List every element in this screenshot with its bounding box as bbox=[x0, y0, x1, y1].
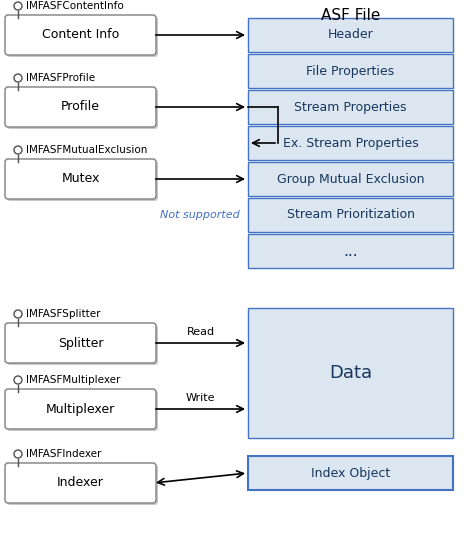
FancyBboxPatch shape bbox=[248, 162, 453, 196]
Text: Stream Prioritization: Stream Prioritization bbox=[286, 209, 414, 222]
Text: Indexer: Indexer bbox=[57, 477, 104, 489]
Circle shape bbox=[14, 310, 22, 318]
Circle shape bbox=[14, 450, 22, 458]
FancyBboxPatch shape bbox=[7, 465, 158, 505]
Circle shape bbox=[14, 376, 22, 384]
FancyBboxPatch shape bbox=[248, 54, 453, 88]
FancyBboxPatch shape bbox=[248, 90, 453, 124]
Text: ASF File: ASF File bbox=[321, 8, 380, 23]
Text: Ex. Stream Properties: Ex. Stream Properties bbox=[283, 136, 418, 149]
FancyBboxPatch shape bbox=[248, 456, 453, 490]
FancyBboxPatch shape bbox=[5, 463, 156, 503]
Text: Splitter: Splitter bbox=[58, 337, 103, 350]
FancyBboxPatch shape bbox=[248, 18, 453, 52]
Text: Stream Properties: Stream Properties bbox=[294, 100, 407, 113]
FancyBboxPatch shape bbox=[248, 198, 453, 232]
Text: Content Info: Content Info bbox=[42, 28, 119, 41]
FancyBboxPatch shape bbox=[5, 87, 156, 127]
Circle shape bbox=[14, 2, 22, 10]
FancyBboxPatch shape bbox=[7, 161, 158, 201]
FancyBboxPatch shape bbox=[5, 323, 156, 363]
Text: File Properties: File Properties bbox=[306, 65, 395, 78]
Text: Read: Read bbox=[186, 327, 214, 337]
Text: IMFASFMutualExclusion: IMFASFMutualExclusion bbox=[26, 145, 147, 155]
Text: IMFASFProfile: IMFASFProfile bbox=[26, 73, 95, 83]
Text: Group Mutual Exclusion: Group Mutual Exclusion bbox=[277, 173, 424, 186]
FancyBboxPatch shape bbox=[248, 308, 453, 438]
Text: Not supported: Not supported bbox=[160, 210, 240, 220]
Text: Multiplexer: Multiplexer bbox=[46, 402, 115, 415]
Circle shape bbox=[14, 74, 22, 82]
Text: Profile: Profile bbox=[61, 100, 100, 113]
FancyBboxPatch shape bbox=[7, 17, 158, 57]
Text: Index Object: Index Object bbox=[311, 466, 390, 479]
Text: IMFASFContentInfo: IMFASFContentInfo bbox=[26, 1, 124, 11]
Text: IMFASFIndexer: IMFASFIndexer bbox=[26, 449, 101, 459]
Text: IMFASFSplitter: IMFASFSplitter bbox=[26, 309, 100, 319]
FancyBboxPatch shape bbox=[5, 15, 156, 55]
Text: Write: Write bbox=[186, 393, 215, 403]
FancyBboxPatch shape bbox=[7, 325, 158, 365]
FancyBboxPatch shape bbox=[248, 234, 453, 268]
Text: ...: ... bbox=[343, 243, 358, 258]
FancyBboxPatch shape bbox=[7, 391, 158, 431]
Text: Data: Data bbox=[329, 364, 372, 382]
FancyBboxPatch shape bbox=[248, 126, 453, 160]
FancyBboxPatch shape bbox=[5, 389, 156, 429]
Text: Header: Header bbox=[328, 28, 373, 41]
Text: Mutex: Mutex bbox=[61, 173, 100, 186]
FancyBboxPatch shape bbox=[5, 159, 156, 199]
FancyBboxPatch shape bbox=[7, 89, 158, 129]
Text: IMFASFMultiplexer: IMFASFMultiplexer bbox=[26, 375, 120, 385]
Circle shape bbox=[14, 146, 22, 154]
